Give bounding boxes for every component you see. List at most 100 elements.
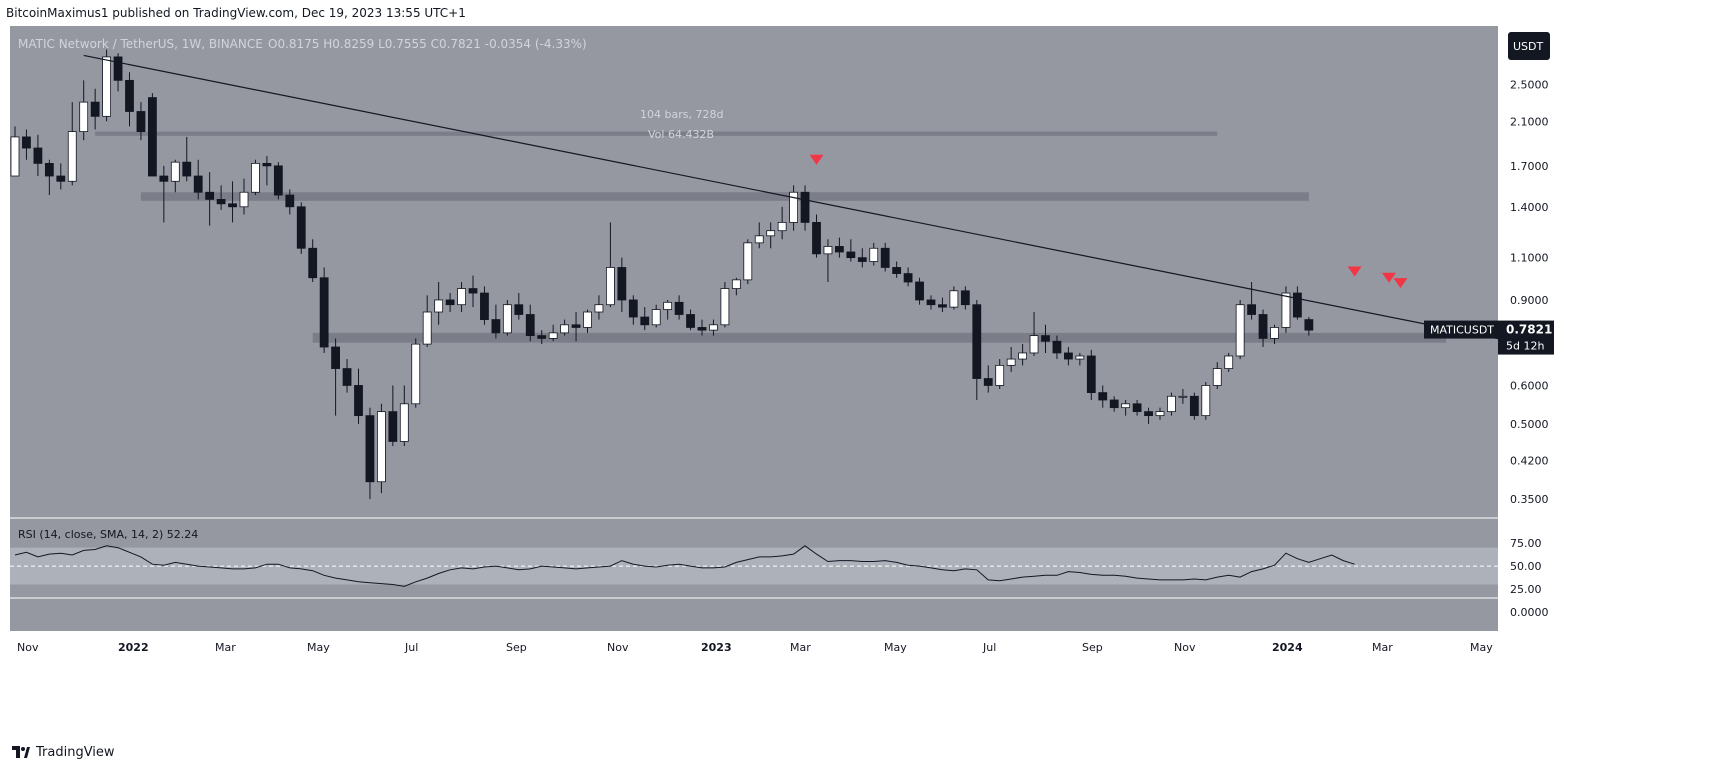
candle-body xyxy=(502,304,512,334)
candle-body xyxy=(1132,403,1142,413)
candle-body xyxy=(1155,411,1165,417)
candle-body xyxy=(789,191,798,223)
candle-body xyxy=(1075,355,1085,360)
time-tick-label: Nov xyxy=(1174,641,1196,654)
candle-body xyxy=(44,162,54,177)
measure-vol: Vol 64.432B xyxy=(648,128,714,141)
candle-body xyxy=(1258,314,1268,339)
candle-body xyxy=(1052,340,1062,354)
candle-body xyxy=(766,230,776,237)
candle-body xyxy=(777,222,787,232)
candle-body xyxy=(686,314,695,328)
candle-body xyxy=(663,301,673,310)
time-tick-label: Mar xyxy=(1372,641,1393,654)
rsi-tick-label: 0.0000 xyxy=(1510,606,1549,619)
tradingview-logo-icon xyxy=(12,746,30,758)
candle-body xyxy=(262,162,272,167)
time-tick-label: Jul xyxy=(404,641,418,654)
candle-body xyxy=(10,136,20,177)
candle-body xyxy=(938,304,947,308)
candle-body xyxy=(1029,335,1039,354)
candle-body xyxy=(697,327,707,331)
tradingview-brand: TradingView xyxy=(36,744,115,760)
time-tick-label: Mar xyxy=(215,641,236,654)
price-tick-label: 0.9000 xyxy=(1510,294,1549,307)
candle-body xyxy=(251,162,260,193)
candle-body xyxy=(571,324,581,328)
candle-body xyxy=(182,161,192,177)
rsi-tick-label: 50.00 xyxy=(1510,560,1542,573)
candle-body xyxy=(560,324,569,334)
candle-body xyxy=(1189,395,1199,417)
candle-body xyxy=(731,279,741,289)
candle-body xyxy=(949,290,959,308)
candle-body xyxy=(1109,399,1119,409)
time-tick-label: Sep xyxy=(1082,641,1103,654)
candle-body xyxy=(1121,403,1131,409)
candle-body xyxy=(548,332,558,339)
zone-rect-0 xyxy=(95,131,1218,136)
candle-body xyxy=(136,111,146,132)
candle-body xyxy=(1212,368,1222,386)
candle-body xyxy=(846,251,856,259)
currency-badge xyxy=(1508,32,1550,60)
candle-body xyxy=(388,411,398,442)
chart-canvas[interactable]: RSI (14, close, SMA, 14, 2) 52.24 2.5000… xyxy=(10,26,1719,750)
price-axis-bg xyxy=(1498,26,1719,750)
time-tick-label: Nov xyxy=(607,641,629,654)
candle-body xyxy=(983,378,993,386)
price-tick-label: 1.1000 xyxy=(1510,252,1549,265)
candle-body xyxy=(1270,327,1279,339)
time-tick-label: 2024 xyxy=(1272,641,1303,654)
candle-body xyxy=(434,299,444,313)
candle-body xyxy=(857,257,867,262)
price-tick-label: 1.7000 xyxy=(1510,160,1549,173)
candle-body xyxy=(754,235,764,244)
candle-body xyxy=(239,191,249,208)
time-tick-label: Nov xyxy=(17,641,39,654)
candle-body xyxy=(960,290,970,306)
candle-body xyxy=(1178,395,1188,398)
price-pane-bg xyxy=(10,26,1498,750)
candle-body xyxy=(342,368,352,386)
candle-body xyxy=(457,288,466,306)
time-axis-bg xyxy=(10,631,1498,750)
price-label-symbol-bg xyxy=(1424,320,1498,339)
red-marker-arrow xyxy=(1382,272,1396,283)
candle-body xyxy=(33,147,43,164)
rsi-tick-label: 75.00 xyxy=(1510,537,1542,550)
candle-body xyxy=(835,246,844,253)
candle-body xyxy=(869,247,879,262)
price-label-value: 0.7821 xyxy=(1506,323,1552,337)
red-marker-arrow xyxy=(1393,278,1408,289)
candle-body xyxy=(468,288,478,294)
zone-rect-2 xyxy=(312,332,1447,343)
red-marker-arrow xyxy=(1347,266,1362,277)
candle-body xyxy=(102,56,111,117)
red-marker-arrow xyxy=(809,154,824,165)
time-tick-label: Sep xyxy=(506,641,527,654)
measure-bars: 104 bars, 728d xyxy=(640,108,723,121)
candle-body xyxy=(709,324,718,331)
candle-body xyxy=(640,316,650,326)
candle-body xyxy=(1235,304,1245,357)
candle-body xyxy=(1064,352,1073,360)
candle-body xyxy=(365,415,375,483)
candle-body xyxy=(22,136,31,149)
candle-body xyxy=(376,411,386,483)
price-tick-label: 0.3500 xyxy=(1510,493,1549,506)
candle-body xyxy=(480,292,489,320)
candle-body xyxy=(651,309,661,326)
price-tick-label: 0.6000 xyxy=(1510,379,1549,392)
candle-body xyxy=(411,343,421,405)
tradingview-logo[interactable]: TradingView xyxy=(12,742,115,762)
candle-body xyxy=(1304,319,1314,331)
candle-body xyxy=(1086,355,1096,394)
candle-body xyxy=(67,131,77,182)
candle-body xyxy=(125,79,134,112)
price-label-countdown: 5d 12h xyxy=(1506,340,1544,353)
time-tick-label: May xyxy=(1470,641,1493,654)
price-tick-label: 0.4200 xyxy=(1510,455,1549,468)
candle-body xyxy=(56,175,66,182)
candle-body xyxy=(972,304,982,379)
